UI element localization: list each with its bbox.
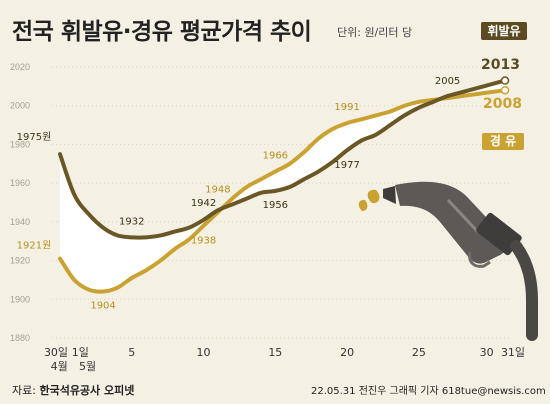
x-tick-label: 31일 (501, 345, 525, 359)
y-tick-label: 1880 (10, 333, 30, 343)
diesel-end-value: 2008 (483, 96, 522, 112)
x-tick-label: 15 (268, 346, 282, 359)
x-tick-labels: 30일 1일 5 10 15 20 25 30 31일 4월 5월 (44, 345, 525, 373)
source-line: 자료: 한국석유공사 오피넷 (12, 382, 134, 398)
gasoline-end-marker (500, 76, 510, 85)
data-label: 1904 (90, 301, 115, 312)
x-tick-label: 20 (340, 346, 354, 359)
credit-line: 22.05.31 전진우 그래픽 기자 618tue@newsis.com (311, 386, 546, 397)
data-label: 1975원 (17, 131, 52, 143)
data-label: 1921원 (17, 240, 52, 252)
y-tick-label: 1980 (10, 139, 30, 149)
fuel-nozzle-icon (358, 181, 538, 341)
y-tick-label: 1960 (10, 178, 30, 188)
diesel-end-marker (500, 85, 510, 95)
gasoline-badge: 휘발유 (481, 22, 527, 40)
chart-title: 전국 휘발유·경유 평균가격 추이 (12, 19, 312, 45)
unit-label: 단위: 원/리터 당 (337, 26, 413, 39)
gasoline-line (58, 78, 507, 240)
data-label: 1932 (119, 216, 144, 227)
data-label: 1991 (334, 102, 359, 113)
month-label: 5월 (79, 360, 96, 373)
data-label: 2005 (435, 76, 460, 87)
source-prefix: 자료: (12, 384, 36, 397)
line-endpoints (500, 76, 510, 95)
x-tick-label: 30 (480, 346, 494, 359)
gasoline-end-value: 2013 (481, 57, 520, 73)
x-tick-label: 10 (197, 346, 211, 359)
x-tick-label: 30일 (44, 345, 68, 359)
data-label: 1956 (263, 200, 288, 211)
y-tick-label: 1940 (10, 217, 30, 227)
y-tick-label: 1900 (10, 294, 30, 304)
x-tick-label: 25 (412, 346, 426, 359)
price-gap-fill (60, 80, 505, 292)
diesel-line (58, 88, 507, 294)
y-tick-labels: 1880 1900 1920 1940 1960 1980 2000 2020 (10, 62, 30, 343)
month-label: 4월 (51, 360, 68, 373)
y-tick-label: 2000 (10, 101, 30, 111)
x-tick-label: 5 (128, 346, 135, 359)
data-label: 1966 (263, 151, 288, 162)
data-label: 1977 (334, 160, 359, 171)
y-tick-label: 1920 (10, 256, 30, 266)
data-labels: 1975원 1932 1942 1956 1977 2005 1921원 1904 1938 19… (17, 76, 461, 312)
data-label: 1942 (191, 198, 216, 209)
y-tick-label: 2020 (10, 62, 30, 72)
data-label: 1938 (191, 236, 216, 247)
source-name: 한국석유공사 오피넷 (39, 384, 135, 397)
diesel-badge: 경 유 (482, 133, 524, 150)
data-label: 1948 (205, 184, 230, 195)
x-tick-label: 1일 (72, 345, 89, 359)
